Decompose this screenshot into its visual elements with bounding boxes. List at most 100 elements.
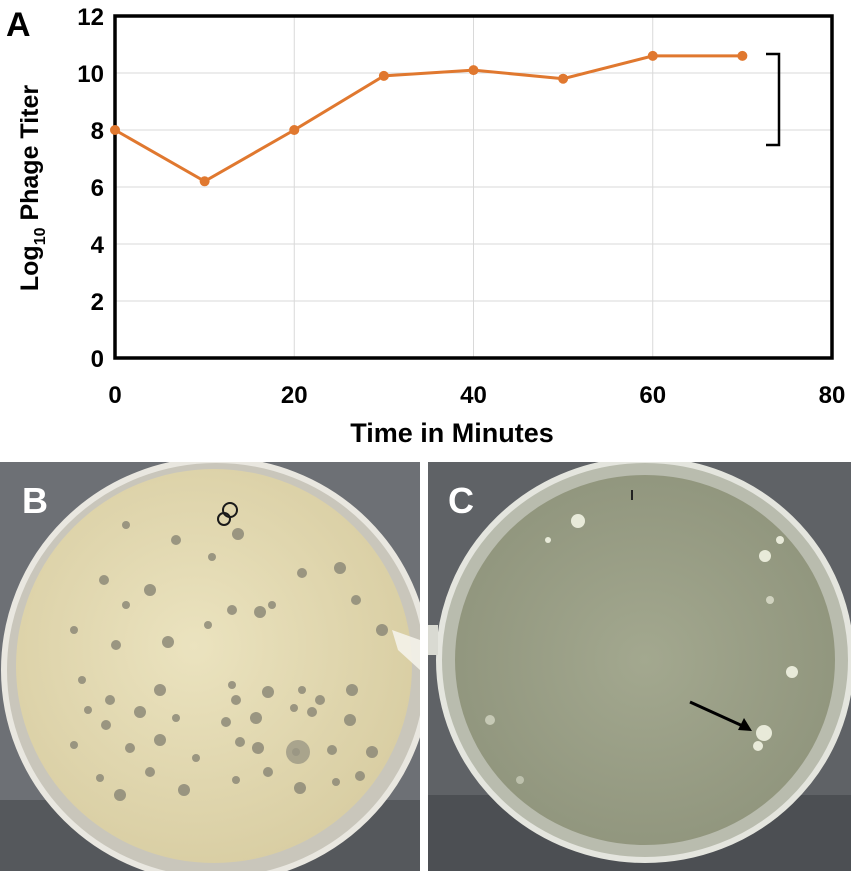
plaque — [346, 684, 358, 696]
x-tick-label: 20 — [281, 382, 308, 409]
plaque — [101, 720, 111, 730]
plaque — [134, 706, 146, 718]
plaque — [252, 742, 264, 754]
panel-label-c: C — [448, 480, 474, 521]
plaque — [334, 562, 346, 574]
plaque — [171, 535, 181, 545]
y-tick-label: 8 — [91, 118, 104, 145]
y-tick-label: 6 — [91, 175, 104, 202]
plaque — [298, 686, 306, 694]
x-tick-labels: 0 20 40 60 80 — [108, 382, 845, 409]
plaque — [204, 621, 212, 629]
plaque — [332, 778, 340, 786]
data-point — [378, 70, 389, 81]
x-tick-label: 60 — [639, 382, 666, 409]
plaque — [263, 767, 273, 777]
plaque — [144, 584, 156, 596]
plaque — [122, 601, 130, 609]
plaque — [268, 601, 276, 609]
plaque — [154, 734, 166, 746]
data-point — [199, 176, 210, 187]
plaque — [99, 575, 109, 585]
y-tick-labels: 0 2 4 6 8 10 12 — [77, 4, 104, 373]
x-tick-label: 0 — [108, 382, 121, 409]
plate-c-agar — [455, 475, 835, 845]
panel-label-a: A — [6, 6, 31, 44]
y-axis-label-rest: Phage Titer — [16, 85, 44, 228]
plaque — [355, 771, 365, 781]
y-tick-label: 4 — [91, 232, 105, 259]
plaque — [227, 605, 237, 615]
plaque — [78, 676, 86, 684]
panel-label-b: B — [22, 480, 48, 521]
plaque — [228, 681, 236, 689]
plaque — [122, 521, 130, 529]
plaque — [208, 553, 216, 561]
plaque — [172, 714, 180, 722]
arrow-annotation — [689, 700, 752, 731]
plaque — [96, 774, 104, 782]
y-axis-label: Log10 Phage Titer — [16, 85, 49, 292]
plaque — [84, 706, 92, 714]
series-points — [110, 50, 748, 187]
plate-c-tab — [428, 625, 438, 655]
plaque — [307, 707, 317, 717]
plaque — [286, 740, 310, 764]
plaque — [344, 714, 356, 726]
plate-c-colonies — [485, 514, 798, 784]
y-axis-label-sub: 10 — [32, 227, 49, 245]
plaque — [70, 741, 78, 749]
data-point — [737, 50, 748, 61]
plaque — [250, 712, 262, 724]
plate-b-marker — [217, 502, 238, 526]
x-axis-label: Time in Minutes — [350, 418, 554, 448]
data-point — [289, 125, 300, 135]
plaque — [154, 684, 166, 696]
plot-frame — [113, 14, 834, 360]
y-tick-label: 10 — [77, 61, 104, 88]
bracket-annotation — [766, 52, 781, 147]
panel-b-photo: B — [0, 462, 420, 871]
plaque — [262, 686, 274, 698]
plaque — [294, 782, 306, 794]
plaque — [70, 626, 78, 634]
plaque — [376, 624, 388, 636]
data-point — [647, 50, 658, 61]
plaque — [235, 737, 245, 747]
y-tick-label: 12 — [77, 4, 104, 31]
plaque — [162, 636, 174, 648]
series-line — [114, 54, 743, 184]
plaque — [145, 767, 155, 777]
data-point — [468, 65, 479, 76]
plaque — [290, 704, 298, 712]
y-tick-label: 0 — [91, 346, 104, 373]
plaque — [232, 776, 240, 784]
plaque — [327, 745, 337, 755]
plaque — [114, 789, 126, 801]
x-tick-label: 40 — [460, 382, 487, 409]
plaque — [221, 717, 231, 727]
y-tick-label: 2 — [91, 289, 104, 316]
plaque — [254, 606, 266, 618]
plate-b-glare — [392, 630, 420, 670]
plaque — [192, 754, 200, 762]
plaque — [366, 746, 378, 758]
plaque — [232, 528, 244, 540]
plaque — [297, 568, 307, 578]
plaque — [105, 695, 115, 705]
y-axis-label-main: Log — [16, 245, 44, 291]
plate-b-agar — [16, 469, 412, 863]
data-point — [110, 125, 120, 135]
data-point — [558, 73, 569, 84]
plate-b-plaques — [70, 521, 388, 801]
plaque — [178, 784, 190, 796]
x-tick-label: 80 — [819, 382, 846, 409]
plaque — [315, 695, 325, 705]
panel-c-photo: C — [428, 462, 851, 871]
plaque — [231, 695, 241, 705]
plaque — [111, 640, 121, 650]
plaque — [351, 595, 361, 605]
plaque — [125, 743, 135, 753]
